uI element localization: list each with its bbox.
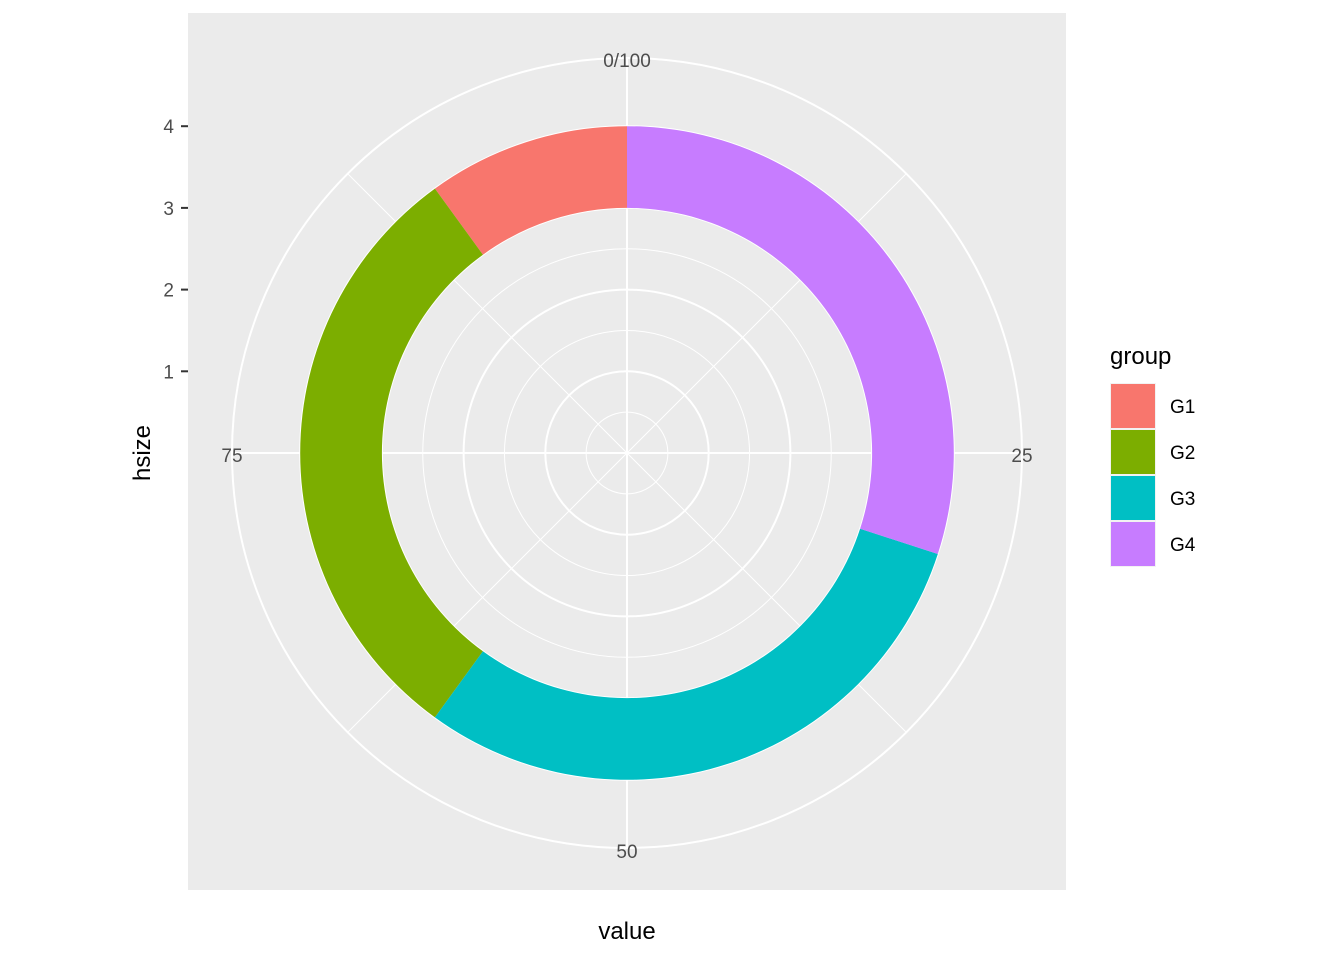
theta-axis: 0/100 25 50 75 — [221, 51, 1032, 863]
y-axis-title: hsize — [129, 425, 156, 481]
slice-g2 — [300, 188, 483, 718]
legend-label-g1: G1 — [1170, 397, 1195, 418]
legend-swatch-g2 — [1111, 430, 1155, 474]
minor-grid-spoke — [626, 452, 907, 733]
legend-label-g3: G3 — [1170, 489, 1195, 510]
radial-tick-label: 1 — [163, 362, 174, 383]
legend-label-g2: G2 — [1170, 443, 1195, 464]
theta-tick-label: 75 — [221, 446, 242, 467]
legend: group G1 G2 G3 G4 — [1110, 343, 1196, 567]
radial-axis: 1 2 3 4 — [163, 117, 188, 383]
radial-tick-label: 3 — [163, 199, 174, 220]
radial-tick-label: 2 — [163, 281, 174, 302]
theta-tick-label: 50 — [616, 842, 637, 863]
legend-swatch-g3 — [1111, 476, 1155, 520]
x-axis-title: value — [598, 918, 655, 945]
theta-tick-label: 0/100 — [603, 51, 651, 72]
slice-g4 — [627, 126, 954, 554]
legend-title: group — [1110, 343, 1171, 370]
slice-g1 — [434, 126, 627, 255]
radial-tick-label: 4 — [163, 117, 174, 138]
theta-tick-label: 25 — [1011, 446, 1032, 467]
legend-swatch-g4 — [1111, 522, 1155, 566]
legend-label-g4: G4 — [1170, 535, 1196, 556]
minor-grid-spoke — [347, 173, 628, 454]
slice-g3 — [434, 528, 938, 780]
minor-grid-spoke — [626, 173, 907, 454]
legend-swatch-g1 — [1111, 384, 1155, 428]
donut-slices — [300, 126, 954, 780]
minor-grid-spoke — [347, 452, 628, 733]
